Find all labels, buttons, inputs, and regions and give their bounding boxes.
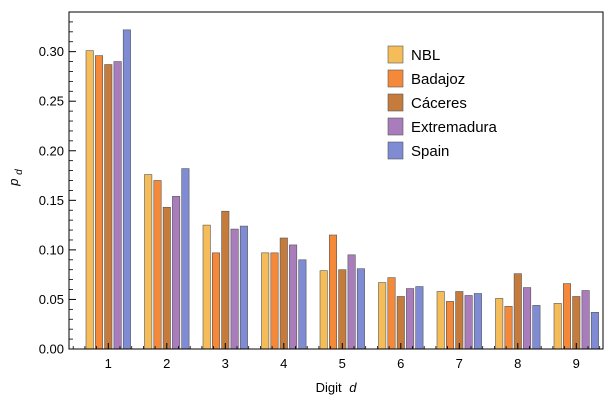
bar-spain-digit-3 <box>239 225 248 350</box>
bar-spain-digit-4 <box>298 259 307 350</box>
x-tick-label-1: 1 <box>105 356 112 371</box>
x-tick-label-7: 7 <box>456 356 463 371</box>
bar-spain-digit-9 <box>590 312 599 350</box>
bar-nbl-digit-6 <box>378 282 387 350</box>
legend-swatch-c-ceres <box>387 93 404 112</box>
x-tick-label-4: 4 <box>280 356 287 371</box>
bar-c-ceres-digit-5 <box>338 269 347 350</box>
bar-extremadura-digit-3 <box>230 228 239 350</box>
legend-swatch-extremadura <box>387 117 404 136</box>
x-axis-title-variable: d <box>349 380 357 395</box>
bar-badajoz-digit-9 <box>562 283 571 350</box>
bar-nbl-digit-8 <box>495 298 504 350</box>
y-tick-label: 0.10 <box>39 242 64 257</box>
bar-nbl-digit-1 <box>85 50 94 350</box>
bar-badajoz-digit-7 <box>445 301 454 350</box>
legend-label-badajoz: Badajoz <box>411 71 465 88</box>
bar-c-ceres-digit-9 <box>572 296 581 350</box>
bar-c-ceres-digit-6 <box>396 296 405 350</box>
bar-badajoz-digit-6 <box>387 277 396 350</box>
bar-badajoz-digit-8 <box>504 306 513 350</box>
bar-c-ceres-digit-7 <box>455 291 464 350</box>
bar-nbl-digit-2 <box>144 174 153 350</box>
bar-c-ceres-digit-4 <box>279 237 288 350</box>
y-axis: 0.00 0.05 0.10 0.15 0.20 0.25 0.30 <box>39 21 76 357</box>
bar-extremadura-digit-2 <box>172 196 181 350</box>
bar-extremadura-digit-4 <box>289 244 298 350</box>
legend-label-spain: Spain <box>411 143 449 160</box>
bar-spain-digit-8 <box>532 305 541 350</box>
bar-badajoz-digit-3 <box>212 252 221 350</box>
bar-spain-digit-2 <box>181 168 190 350</box>
x-tick-label-8: 8 <box>514 356 521 371</box>
bar-extremadura-digit-1 <box>113 61 122 350</box>
bar-extremadura-digit-5 <box>347 254 356 350</box>
y-tick-label: 0.05 <box>39 292 64 307</box>
bar-c-ceres-digit-1 <box>104 64 113 350</box>
bar-badajoz-digit-5 <box>328 234 337 350</box>
x-tick-label-9: 9 <box>573 356 580 371</box>
y-tick-label: 0.15 <box>39 193 64 208</box>
y-axis-title-subscript: d <box>14 169 25 175</box>
bar-spain-digit-1 <box>122 29 131 350</box>
bar-spain-digit-6 <box>415 286 424 350</box>
x-tick-label-6: 6 <box>397 356 404 371</box>
y-axis-title: p d <box>6 169 25 187</box>
x-tick-label-2: 2 <box>163 356 170 371</box>
y-tick-label: 0.00 <box>39 342 64 357</box>
bar-badajoz-digit-2 <box>153 180 162 350</box>
bar-badajoz-digit-4 <box>270 252 279 350</box>
bar-extremadura-digit-7 <box>464 295 473 350</box>
bar-extremadura-digit-8 <box>523 287 532 350</box>
legend: NBL Badajoz Cáceres Extremadura Spain <box>387 45 498 160</box>
bar-c-ceres-digit-3 <box>221 210 230 350</box>
bar-nbl-digit-7 <box>436 291 445 350</box>
bars-group <box>85 29 599 350</box>
bar-badajoz-digit-1 <box>95 55 104 350</box>
legend-label-extremadura: Extremadura <box>411 119 498 136</box>
y-tick-label: 0.30 <box>39 44 64 59</box>
y-tick-label: 0.20 <box>39 143 64 158</box>
bar-spain-digit-5 <box>356 268 365 350</box>
x-axis: 1 2 3 4 5 6 7 8 9 <box>72 343 601 371</box>
legend-swatch-nbl <box>387 45 404 64</box>
x-axis-title-prefix: Digit <box>316 380 342 395</box>
y-axis-title-base: p <box>6 178 21 186</box>
legend-label-c-ceres: Cáceres <box>411 95 467 112</box>
bar-nbl-digit-4 <box>261 252 270 350</box>
legend-swatch-spain <box>387 141 404 160</box>
legend-label-nbl: NBL <box>411 47 440 64</box>
x-axis-title: Digit d <box>316 380 358 395</box>
bar-extremadura-digit-6 <box>406 288 415 350</box>
x-tick-label-5: 5 <box>339 356 346 371</box>
bar-nbl-digit-5 <box>319 270 328 350</box>
bar-spain-digit-7 <box>473 293 482 350</box>
x-tick-label-3: 3 <box>222 356 229 371</box>
y-tick-label: 0.25 <box>39 94 64 109</box>
bar-extremadura-digit-9 <box>581 290 590 350</box>
bar-nbl-digit-3 <box>202 224 211 350</box>
bar-c-ceres-digit-2 <box>162 206 171 350</box>
bar-nbl-digit-9 <box>553 303 562 350</box>
bar-c-ceres-digit-8 <box>513 273 522 350</box>
legend-swatch-badajoz <box>387 69 404 88</box>
